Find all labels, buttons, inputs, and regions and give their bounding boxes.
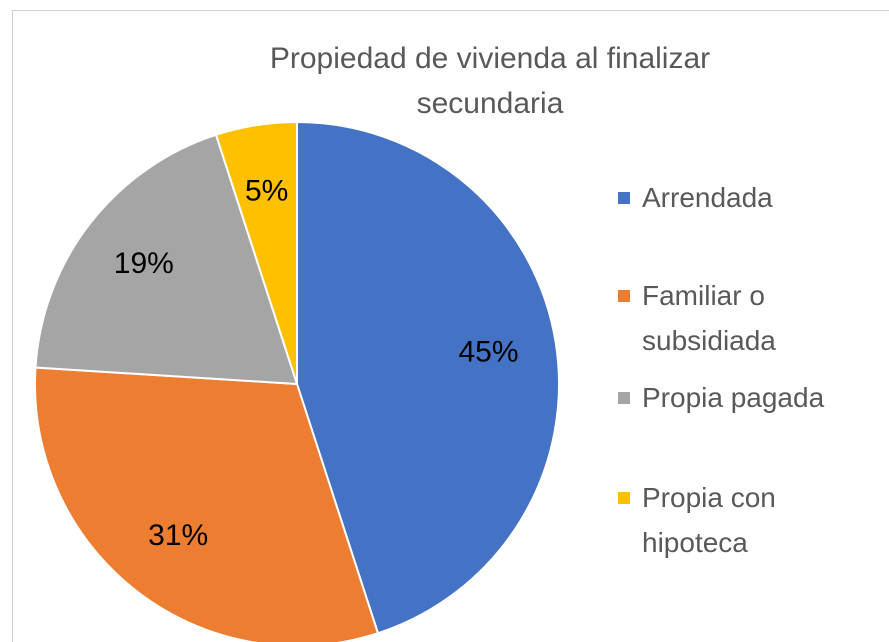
legend-swatch bbox=[618, 492, 630, 504]
pie-slice bbox=[34, 366, 380, 642]
data-label: 5% bbox=[245, 174, 288, 207]
legend-entry: Familiar o subsidiada bbox=[618, 273, 858, 363]
legend-entry: Propia pagada bbox=[618, 375, 858, 420]
legend-label: Propia pagada bbox=[642, 382, 825, 413]
legend-swatch bbox=[618, 392, 630, 404]
pie-slice bbox=[34, 133, 299, 386]
pie-slice bbox=[296, 120, 560, 635]
legend-label: Arrendada bbox=[642, 182, 773, 213]
legend-entry: Propia con hipoteca bbox=[618, 475, 858, 565]
legend-label: Propia con hipoteca bbox=[642, 482, 776, 558]
chart-frame bbox=[12, 10, 889, 642]
legend-swatch bbox=[618, 290, 630, 302]
data-label: 19% bbox=[114, 247, 174, 280]
data-label: 31% bbox=[148, 519, 208, 552]
legend-swatch bbox=[618, 192, 630, 204]
pie-slice bbox=[214, 120, 298, 385]
legend-label: Familiar o subsidiada bbox=[642, 280, 776, 356]
chart-title: Propiedad de vivienda al finalizar secun… bbox=[269, 42, 711, 120]
data-label: 45% bbox=[458, 336, 518, 369]
legend-entry: Arrendada bbox=[618, 175, 858, 220]
